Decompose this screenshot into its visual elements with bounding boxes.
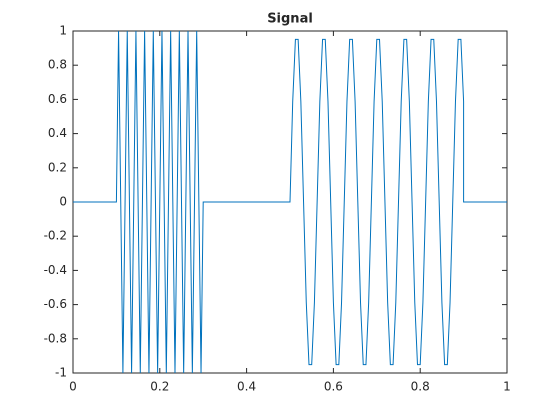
y-tick-label: 0.2 [48,160,67,174]
y-tick-label: 0.8 [48,58,67,72]
y-tick-label: -0.6 [44,297,67,311]
y-tick-label: 0.4 [48,126,67,140]
x-tick-label: 0.2 [150,380,169,394]
x-tick-label: 0.4 [237,380,256,394]
y-tick-label: -0.4 [44,263,67,277]
y-tick-label: -1 [55,366,67,380]
x-tick-label: 0.8 [411,380,430,394]
signal-line [73,30,507,374]
x-tick-label: 0 [69,380,77,394]
y-tick-label: 0.6 [48,92,67,106]
chart-title: Signal [267,12,313,27]
x-tick-label: 1 [503,380,511,394]
y-tick-label: 1 [59,24,67,38]
y-tick-label: -0.2 [44,229,67,243]
y-tick-label: -0.8 [44,331,67,345]
x-tick-label: 0.6 [324,380,343,394]
y-tick-label: 0 [59,195,67,209]
